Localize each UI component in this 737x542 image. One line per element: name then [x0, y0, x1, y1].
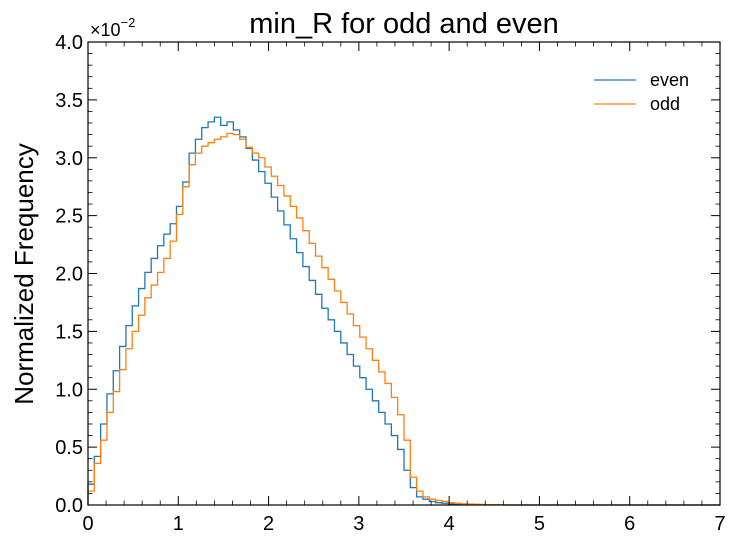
y-tick-label: 2.5: [55, 206, 83, 228]
x-tick-label: 4: [444, 513, 455, 535]
y-tick-label: 4.0: [55, 32, 83, 54]
y-scale-multiplier: ×10: [90, 20, 121, 40]
y-tick-label: 3.5: [55, 90, 83, 112]
x-tick-label: 3: [353, 513, 364, 535]
x-tick-label: 5: [534, 513, 545, 535]
y-tick-label: 1.5: [55, 321, 83, 343]
y-tick-label: 1.0: [55, 379, 83, 401]
y-scale-exponent-label: ×10−2: [90, 15, 135, 40]
x-tick-label: 0: [82, 513, 93, 535]
series-even-line: [87, 116, 720, 506]
y-tick-label: 0.5: [55, 437, 83, 459]
legend: even odd: [594, 70, 689, 114]
x-tick-label: 1: [173, 513, 184, 535]
legend-label-even: even: [650, 70, 689, 90]
series-layer: [87, 116, 720, 506]
x-tick-label: 7: [714, 513, 725, 535]
x-tick-label: 6: [624, 513, 635, 535]
plot-frame: [87, 41, 721, 506]
tick-layer: 0 1 2 3 4 5 6 7 0.0 0.5 1.0 1.5 2.0 2.5 3.0 3.5 4.0: [55, 32, 725, 535]
legend-label-odd: odd: [650, 94, 680, 114]
y-scale-exponent: −2: [121, 15, 136, 30]
y-tick-label: 3.0: [55, 148, 83, 170]
y-tick-label: 2.0: [55, 264, 83, 286]
y-axis-label: Normalized Frequency: [9, 143, 39, 405]
x-tick-label: 2: [263, 513, 274, 535]
chart-title: min_R for odd and even: [249, 8, 559, 40]
y-tick-label: 0.0: [55, 495, 83, 517]
